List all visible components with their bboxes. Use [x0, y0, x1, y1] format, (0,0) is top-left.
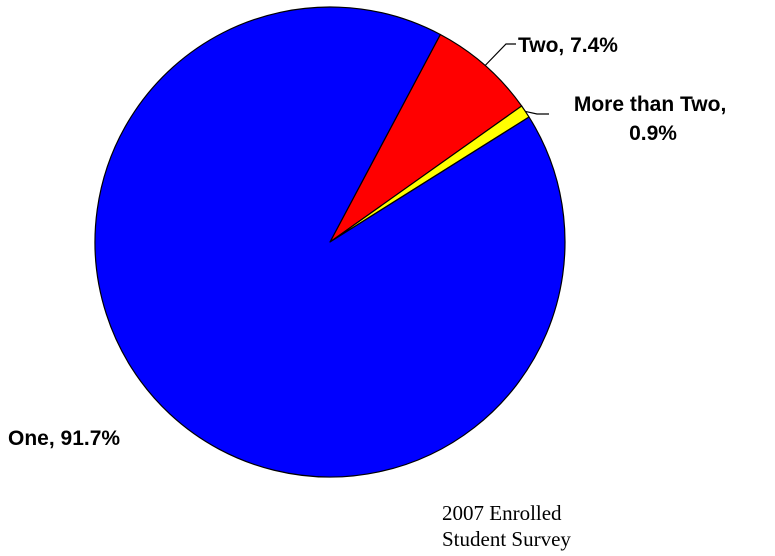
source-note-line1: 2007 Enrolled: [442, 501, 562, 525]
slice-label-more-than-two-line1: More than Two,: [574, 93, 726, 116]
leader-line-two: [484, 43, 516, 66]
source-note: 2007 Enrolled Student Survey: [442, 500, 571, 552]
leader-line-more-than-two: [525, 110, 549, 115]
slice-label-more-than-two: More than Two, 0.9%: [574, 93, 732, 145]
source-note-line2: Student Survey: [442, 527, 571, 551]
pie-slice-two: [329, 33, 523, 243]
slice-label-more-than-two-line2: 0.9%: [629, 122, 677, 145]
leader-lines: [484, 43, 549, 115]
slice-label-one: One, 91.7%: [8, 427, 120, 450]
pie-slices: [94, 6, 566, 478]
slice-label-two: Two, 7.4%: [518, 34, 618, 57]
pie-slice-one: [94, 6, 566, 478]
